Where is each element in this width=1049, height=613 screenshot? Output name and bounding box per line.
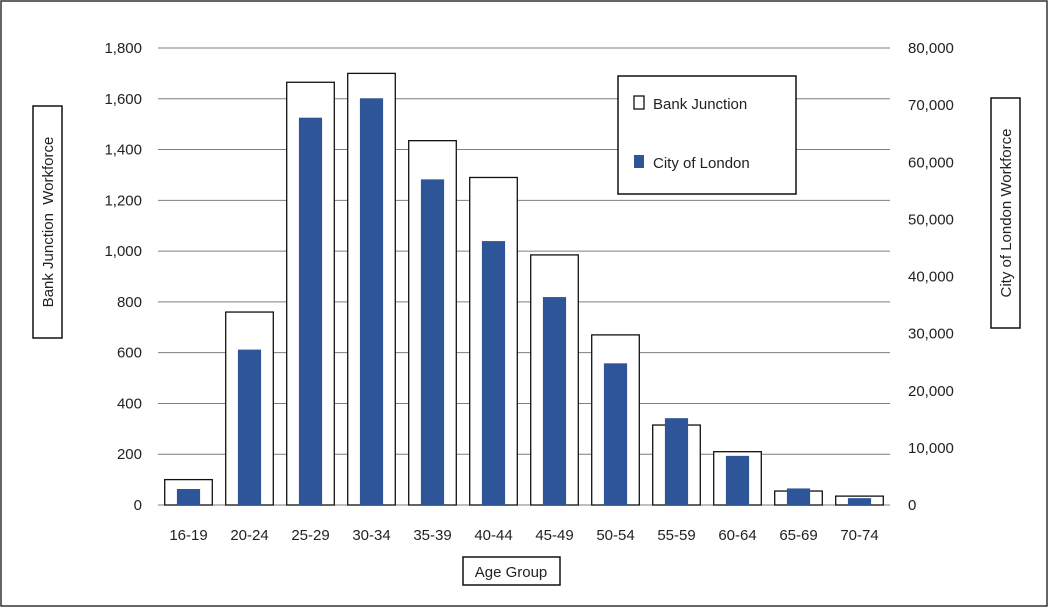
left-tick-label: 1,600 xyxy=(104,91,142,108)
left-axis-label: Bank Junction Workforce xyxy=(40,137,57,308)
left-tick-label: 200 xyxy=(117,446,142,463)
right-tick-label: 30,000 xyxy=(908,326,954,343)
left-tick-label: 800 xyxy=(117,294,142,311)
x-tick-label: 45-49 xyxy=(535,527,573,544)
left-tick-label: 1,800 xyxy=(104,40,142,57)
legend-label-city-of-london: City of London xyxy=(653,155,750,172)
x-tick-label: 16-19 xyxy=(169,527,207,544)
right-axis-ticks: 0 10,000 20,000 30,000 40,000 50,000 60,000 70,… xyxy=(908,40,954,514)
x-tick-label: 40-44 xyxy=(474,527,512,544)
x-tick-label: 20-24 xyxy=(230,527,268,544)
left-tick-label: 1,400 xyxy=(104,142,142,159)
x-tick-label: 55-59 xyxy=(657,527,695,544)
left-axis-label-box: Bank Junction Workforce xyxy=(32,105,63,339)
legend-swatch-filled xyxy=(634,155,644,168)
legend-swatch-hollow xyxy=(633,95,645,110)
right-tick-label: 0 xyxy=(908,497,916,514)
x-tick-label: 30-34 xyxy=(352,527,390,544)
right-tick-label: 80,000 xyxy=(908,40,954,57)
left-tick-label: 1,000 xyxy=(104,243,142,260)
bar-city-of-london xyxy=(847,498,872,505)
right-tick-label: 60,000 xyxy=(908,154,954,171)
gridlines xyxy=(158,47,890,506)
x-axis-label-box: Age Group xyxy=(462,556,561,586)
right-tick-label: 40,000 xyxy=(908,269,954,286)
legend-label-bank-junction: Bank Junction xyxy=(653,96,747,113)
bar-city-of-london xyxy=(176,489,201,505)
x-tick-label: 65-69 xyxy=(779,527,817,544)
legend-box xyxy=(617,75,797,195)
bar-city-of-london xyxy=(237,349,262,505)
bar-city-of-london xyxy=(786,488,811,505)
right-axis-label-box: City of London Workforce xyxy=(990,97,1021,329)
bars xyxy=(164,72,884,506)
right-tick-label: 20,000 xyxy=(908,383,954,400)
left-tick-label: 400 xyxy=(117,395,142,412)
right-tick-label: 10,000 xyxy=(908,440,954,457)
bar-city-of-london xyxy=(725,455,750,505)
x-tick-label: 35-39 xyxy=(413,527,451,544)
legend: Bank Junction City of London xyxy=(617,75,797,195)
x-axis-label: Age Group xyxy=(475,564,548,581)
x-tick-label: 25-29 xyxy=(291,527,329,544)
x-axis-ticks: 16-19 20-24 25-29 30-34 35-39 40-44 45-49 50-54… xyxy=(169,527,878,544)
bar-city-of-london xyxy=(542,297,567,505)
right-axis-label: City of London Workforce xyxy=(998,129,1015,298)
right-tick-label: 70,000 xyxy=(908,97,954,114)
left-tick-label: 0 xyxy=(134,497,142,514)
legend-item-city-of-london: City of London xyxy=(634,155,750,172)
bar-city-of-london xyxy=(481,241,506,505)
right-tick-label: 50,000 xyxy=(908,211,954,228)
left-tick-label: 1,200 xyxy=(104,192,142,209)
bar-city-of-london xyxy=(298,117,323,505)
left-axis-ticks: 0 200 400 600 800 1,000 1,200 1,400 1,600 1,800 xyxy=(104,40,142,514)
legend-item-bank-junction: Bank Junction xyxy=(633,95,747,113)
bar-city-of-london xyxy=(420,179,445,505)
x-tick-label: 50-54 xyxy=(596,527,634,544)
bar-city-of-london xyxy=(603,363,628,505)
x-tick-label: 70-74 xyxy=(840,527,878,544)
bar-city-of-london xyxy=(359,98,384,506)
x-tick-label: 60-64 xyxy=(718,527,756,544)
left-tick-label: 600 xyxy=(117,345,142,362)
bar-city-of-london xyxy=(664,418,689,505)
